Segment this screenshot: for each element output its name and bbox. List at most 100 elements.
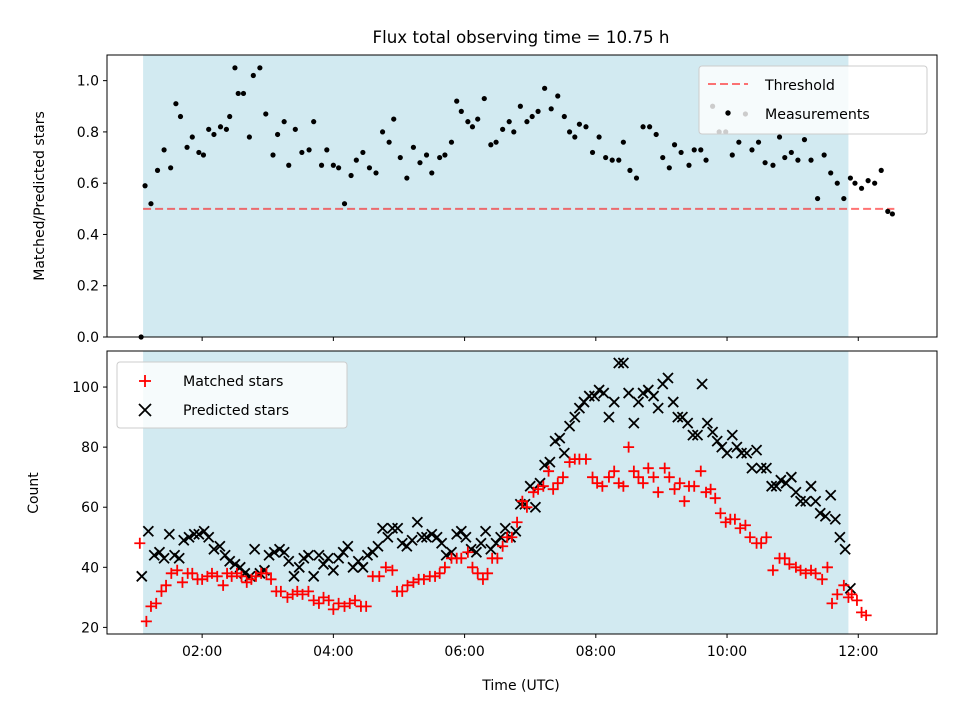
matched-star-point <box>744 531 756 543</box>
predicted-star-point <box>755 462 767 474</box>
predicted-star-point <box>376 522 389 534</box>
measurement-point <box>168 165 174 171</box>
measurement-point <box>227 113 233 120</box>
measurement-point <box>671 142 678 148</box>
matched-star-point <box>171 564 183 576</box>
legend-measurements-swatch <box>725 110 731 116</box>
matched-star-point <box>729 513 741 525</box>
matched-star-point <box>506 531 518 543</box>
bottom-y-tick-label: 60 <box>81 500 99 516</box>
bottom-y-tick-label: 100 <box>72 380 99 396</box>
bottom-legend-box <box>116 361 348 429</box>
x-tick-label: 12:00 <box>838 644 878 660</box>
predicted-star-point <box>357 561 369 573</box>
measurement-point <box>429 170 435 176</box>
top-y-axis-label: Matched/Predicted stars <box>32 111 48 281</box>
predicted-star-point <box>163 528 175 540</box>
measurement-point <box>250 72 256 79</box>
matched-star-point <box>860 609 872 621</box>
measurement-point <box>795 157 801 163</box>
top-legend-box <box>698 65 928 135</box>
measurement-point <box>603 154 609 161</box>
measurement-point <box>808 157 814 163</box>
matched-star-point <box>810 567 822 579</box>
measurement-point <box>437 154 443 161</box>
measurement-point <box>246 134 252 140</box>
predicted-star-point <box>770 480 782 492</box>
measurement-point <box>729 152 735 158</box>
measurement-point <box>286 162 292 168</box>
matched-star-point <box>623 441 635 453</box>
predicted-star-point <box>332 552 345 564</box>
measurement-point <box>852 180 858 186</box>
measurement-point <box>324 147 330 153</box>
predicted-star-point <box>248 543 261 555</box>
top-plot-frame <box>106 54 938 338</box>
measurement-point <box>404 175 410 181</box>
predicted-star-point <box>790 486 802 498</box>
measurement-point <box>821 152 827 158</box>
matched-star-point <box>211 570 223 582</box>
matched-star-point <box>547 483 559 495</box>
measurement-point <box>391 116 397 122</box>
bottom-y-tick-label: 20 <box>81 620 99 636</box>
matched-star-point <box>714 507 726 519</box>
top-y-tick-label: 1.0 <box>77 74 99 90</box>
predicted-star-point <box>662 372 674 384</box>
matched-star-point <box>327 603 339 615</box>
predicted-star-point <box>569 411 581 423</box>
measurement-point <box>154 167 161 173</box>
predicted-star-point <box>628 417 640 429</box>
matched-star-point <box>709 492 721 504</box>
measurement-point <box>776 134 783 140</box>
legend-matched-label: Matched stars <box>183 374 283 390</box>
measurement-point <box>177 113 184 120</box>
matched-star-point <box>439 561 451 573</box>
matched-star-point <box>580 453 592 465</box>
bottom-plot-frame <box>106 350 938 635</box>
predicted-star-point <box>308 570 320 582</box>
measurement-point <box>211 131 217 138</box>
measurement-point <box>770 162 776 168</box>
predicted-star-point <box>499 522 511 534</box>
matched-star-point <box>134 537 146 549</box>
predicted-star-point <box>613 357 625 369</box>
measurement-point <box>583 124 589 130</box>
predicted-star-point <box>392 522 404 534</box>
measurement-point <box>148 201 154 207</box>
measurement-point <box>493 139 499 145</box>
predicted-star-point <box>825 489 837 501</box>
measurement-point <box>469 124 476 130</box>
matched-star-point <box>160 579 172 591</box>
measurement-point <box>872 180 878 186</box>
matched-star-point <box>557 471 569 483</box>
predicted-star-point <box>214 540 226 552</box>
measurement-point <box>270 152 276 158</box>
measurement-point <box>660 154 666 161</box>
matched-star-point <box>552 477 564 489</box>
measurement-point <box>232 65 238 71</box>
matched-star-point <box>596 480 608 492</box>
measurement-point <box>627 167 633 173</box>
measurement-point <box>647 124 653 130</box>
measurement-point <box>616 157 622 163</box>
measurement-point <box>465 119 471 125</box>
predicted-star-point <box>775 474 787 486</box>
x-tick-label: 06:00 <box>444 644 484 660</box>
measurement-point <box>506 119 512 125</box>
matched-star-point <box>472 567 484 579</box>
measurement-point <box>281 119 287 125</box>
matched-star-point <box>603 471 615 483</box>
matched-star-point <box>821 561 833 573</box>
measurement-point <box>200 152 207 158</box>
measurement-point <box>206 126 212 132</box>
predicted-star-point <box>188 528 200 540</box>
measurement-point <box>336 165 342 171</box>
matched-star-point <box>386 564 398 576</box>
matched-star-point <box>373 570 385 582</box>
measurement-point <box>801 137 808 143</box>
top-panel: 0.0 0.2 0.4 0.6 0.8 1.0 Matched/Predicted sta… <box>32 54 938 346</box>
predicted-star-point <box>794 495 807 507</box>
top-y-tick-label: 0.0 <box>77 330 99 346</box>
predicted-star-point <box>706 426 719 438</box>
